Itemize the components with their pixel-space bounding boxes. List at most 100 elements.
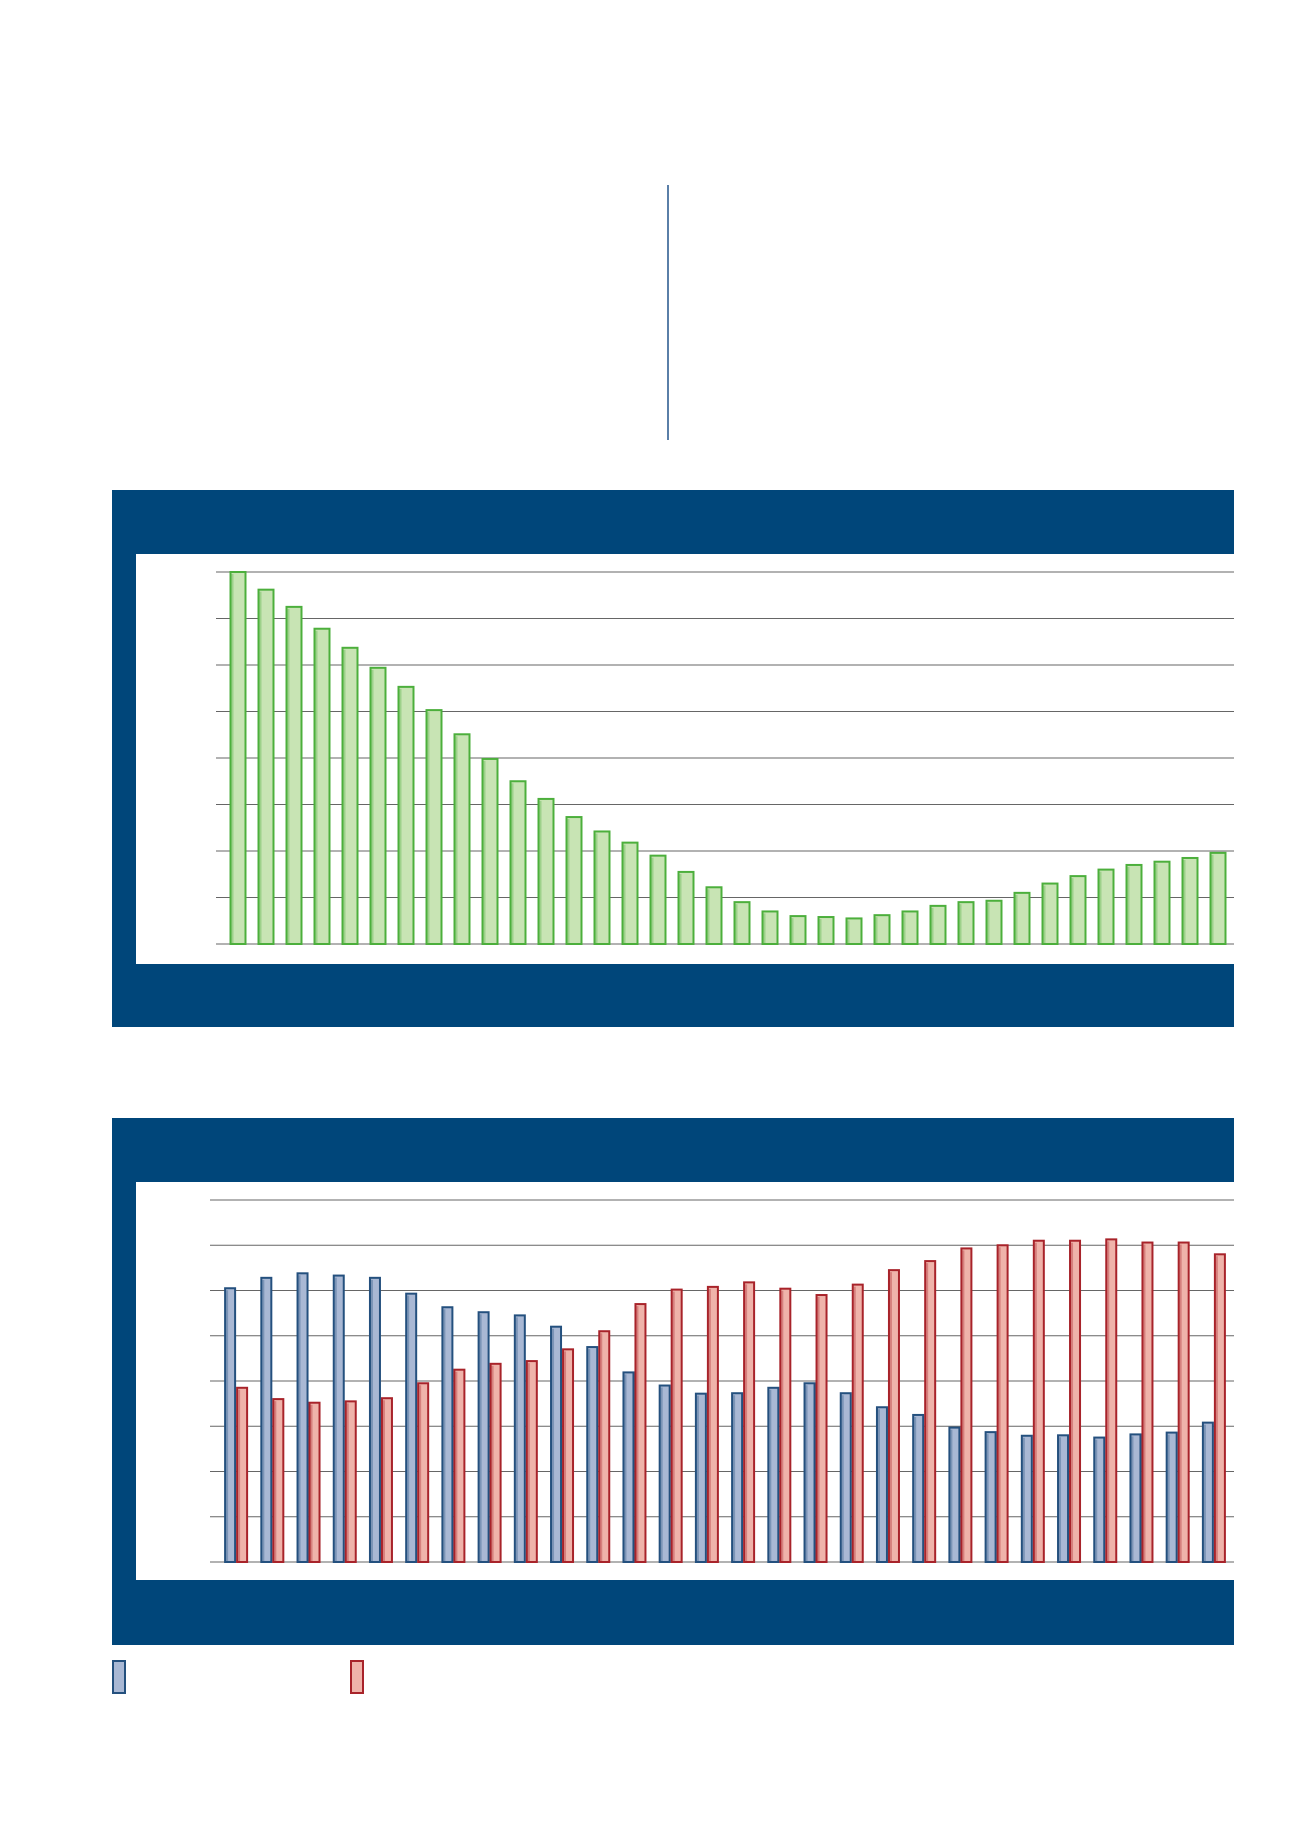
blue-bar-26 bbox=[1129, 1433, 1142, 1564]
green-bar-24 bbox=[873, 914, 891, 946]
vertical-divider bbox=[667, 185, 669, 440]
red-bar-24 bbox=[1069, 1239, 1082, 1563]
bar-chart-2 bbox=[210, 1199, 1234, 1564]
blue-bar-16 bbox=[767, 1386, 780, 1563]
red-bar-27 bbox=[1177, 1241, 1190, 1563]
green-bar-14 bbox=[593, 830, 611, 945]
green-bar-18 bbox=[705, 886, 723, 945]
green-bar-11 bbox=[509, 780, 527, 945]
blue-bar-24 bbox=[1057, 1434, 1070, 1563]
blue-bar-27 bbox=[1165, 1431, 1178, 1563]
green-bar-13 bbox=[565, 816, 583, 945]
green-bar-12 bbox=[537, 797, 555, 945]
blue-bar-9 bbox=[513, 1314, 526, 1563]
blue-bar-21 bbox=[948, 1426, 961, 1563]
blue-bar-5 bbox=[368, 1276, 381, 1564]
green-bar-31 bbox=[1069, 875, 1087, 945]
green-bar-35 bbox=[1181, 856, 1199, 946]
red-bar-7 bbox=[453, 1368, 466, 1563]
blue-bar-10 bbox=[550, 1325, 563, 1563]
red-bar-12 bbox=[634, 1303, 647, 1563]
blue-bar-15 bbox=[731, 1392, 744, 1563]
green-bar-27 bbox=[957, 901, 975, 945]
blue-bar-11 bbox=[586, 1346, 599, 1563]
blue-bar-18 bbox=[839, 1392, 852, 1563]
chart-plot-area-1 bbox=[136, 554, 1234, 964]
red-bar-3 bbox=[308, 1401, 321, 1563]
red-bar-1 bbox=[236, 1386, 249, 1563]
red-bar-22 bbox=[996, 1244, 1009, 1563]
chart-plot-area-2 bbox=[136, 1182, 1234, 1580]
green-bar-9 bbox=[453, 733, 471, 945]
red-bar-14 bbox=[706, 1285, 719, 1563]
blue-bar-6 bbox=[405, 1292, 418, 1563]
blue-bar-3 bbox=[296, 1272, 309, 1564]
green-bar-26 bbox=[929, 904, 947, 945]
green-bar-7 bbox=[397, 685, 415, 945]
bar-chart-1 bbox=[216, 571, 1234, 946]
blue-bar-20 bbox=[912, 1413, 925, 1563]
green-bar-15 bbox=[621, 841, 639, 946]
green-bar-3 bbox=[285, 605, 303, 945]
green-bar-36 bbox=[1209, 851, 1227, 945]
blue-bar-14 bbox=[694, 1392, 707, 1563]
legend bbox=[112, 1660, 812, 1700]
blue-bar-4 bbox=[332, 1274, 345, 1563]
green-bar-17 bbox=[677, 870, 695, 945]
green-bar-29 bbox=[1013, 891, 1031, 946]
red-bar-6 bbox=[417, 1382, 430, 1563]
blue-bar-22 bbox=[984, 1431, 997, 1563]
green-bar-1 bbox=[229, 571, 247, 945]
blue-swatch-icon bbox=[112, 1660, 126, 1694]
green-bar-19 bbox=[733, 901, 751, 945]
red-bar-17 bbox=[815, 1294, 828, 1564]
green-bar-20 bbox=[761, 910, 779, 946]
red-bar-11 bbox=[598, 1330, 611, 1563]
red-bar-20 bbox=[924, 1260, 937, 1564]
green-bar-16 bbox=[649, 854, 667, 945]
red-bar-4 bbox=[344, 1400, 357, 1563]
red-bar-9 bbox=[525, 1360, 538, 1563]
green-bar-21 bbox=[789, 915, 807, 946]
blue-bar-28 bbox=[1201, 1421, 1214, 1563]
red-bar-21 bbox=[960, 1247, 973, 1563]
red-swatch-icon bbox=[350, 1660, 364, 1694]
red-bar-5 bbox=[380, 1397, 393, 1563]
red-bar-26 bbox=[1141, 1241, 1154, 1563]
green-bar-25 bbox=[901, 910, 919, 946]
red-bar-28 bbox=[1213, 1253, 1226, 1564]
green-bar-32 bbox=[1097, 868, 1115, 946]
red-bar-18 bbox=[851, 1283, 864, 1564]
red-bar-2 bbox=[272, 1398, 285, 1563]
red-bar-10 bbox=[562, 1348, 575, 1563]
green-bar-4 bbox=[313, 627, 331, 945]
red-bar-25 bbox=[1105, 1238, 1118, 1564]
blue-bar-2 bbox=[260, 1276, 273, 1564]
green-bar-10 bbox=[481, 757, 499, 945]
green-bar-8 bbox=[425, 709, 443, 945]
red-bar-15 bbox=[743, 1281, 756, 1563]
red-bar-19 bbox=[887, 1269, 900, 1563]
blue-bar-12 bbox=[622, 1371, 635, 1563]
blue-bar-25 bbox=[1093, 1436, 1106, 1563]
green-bar-6 bbox=[369, 666, 387, 945]
green-bar-2 bbox=[257, 588, 275, 945]
chart-panel-1 bbox=[112, 490, 1234, 1027]
green-bar-22 bbox=[817, 916, 835, 945]
blue-bar-13 bbox=[658, 1384, 671, 1563]
chart-panel-2 bbox=[112, 1118, 1234, 1645]
red-bar-16 bbox=[779, 1287, 792, 1563]
green-bar-30 bbox=[1041, 882, 1059, 945]
red-bar-23 bbox=[1032, 1239, 1045, 1563]
blue-bar-8 bbox=[477, 1311, 490, 1563]
green-bar-28 bbox=[985, 899, 1003, 946]
blue-bar-17 bbox=[803, 1382, 816, 1563]
green-bar-34 bbox=[1153, 860, 1171, 946]
blue-bar-1 bbox=[224, 1287, 237, 1564]
blue-bar-23 bbox=[1020, 1434, 1033, 1563]
red-bar-13 bbox=[670, 1288, 683, 1563]
blue-bar-7 bbox=[441, 1306, 454, 1564]
green-bar-5 bbox=[341, 646, 359, 945]
green-bar-33 bbox=[1125, 863, 1143, 946]
blue-bar-19 bbox=[875, 1406, 888, 1563]
